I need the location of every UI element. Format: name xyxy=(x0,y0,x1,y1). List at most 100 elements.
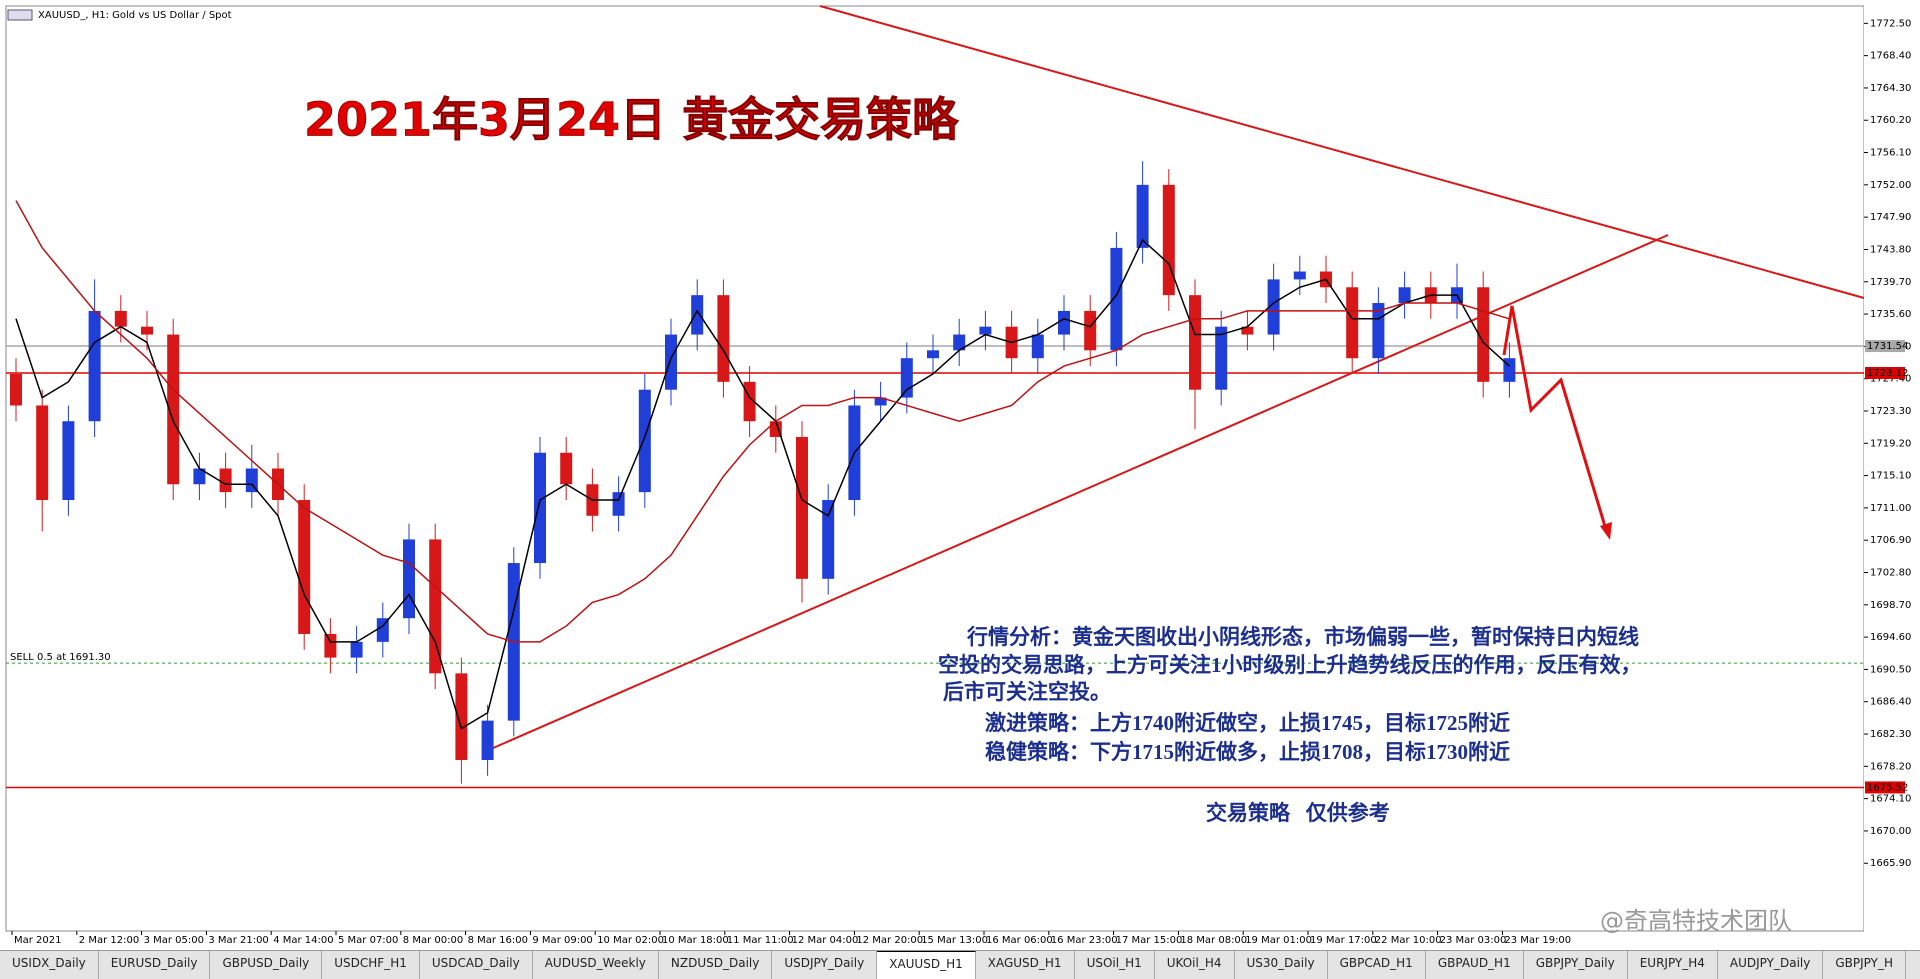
candle-body xyxy=(874,397,887,406)
candle-body xyxy=(141,326,153,335)
x-tick-label: 17 Mar 15:00 xyxy=(1116,935,1183,946)
candle-body xyxy=(1215,326,1228,390)
y-tick-label: 1747.90 xyxy=(1870,212,1911,223)
annotation: 行情分析：黄金天图收出小阴线形态，市场偏弱一些，暂时保持日内短线 xyxy=(966,625,1639,649)
y-tick-label: 1772.50 xyxy=(1870,18,1911,29)
chart-icon xyxy=(7,9,33,21)
x-tick-label: Mar 2021 xyxy=(14,935,62,946)
price-box-label: 1728.12 xyxy=(1867,368,1908,379)
candle-body xyxy=(1293,271,1306,280)
price-box-label: 1731.54 xyxy=(1867,341,1908,352)
candle-body xyxy=(403,539,415,619)
plot-frame xyxy=(5,5,1865,932)
chart-tab[interactable]: USOil_H1 xyxy=(1075,951,1155,979)
y-tick-label: 1760.20 xyxy=(1870,115,1911,126)
candle-body xyxy=(350,641,363,658)
y-tick-label: 1690.50 xyxy=(1870,664,1911,675)
candle-body xyxy=(88,310,101,422)
moving-average xyxy=(15,238,1510,730)
candle-body xyxy=(10,373,22,406)
chart-tab[interactable]: AUDUSD_Weekly xyxy=(533,951,659,979)
x-tick-label: 18 Mar 08:00 xyxy=(1180,935,1247,946)
chart-tab[interactable]: GBPUSD_Daily xyxy=(210,951,323,979)
price-box xyxy=(1865,367,1905,380)
y-tick-label: 1678.20 xyxy=(1870,761,1911,772)
candle-body xyxy=(1058,310,1070,335)
chart-tab[interactable]: GBPJPY_Daily xyxy=(1524,951,1628,979)
chart-tab[interactable]: GBPAUD_H1 xyxy=(1426,951,1524,979)
annotation: 交易策略 仅供参考 xyxy=(1206,801,1390,825)
candle-body xyxy=(298,500,311,634)
candle-body xyxy=(691,295,704,335)
candle-body xyxy=(953,334,966,351)
chart-tab[interactable]: UKOil_H4 xyxy=(1155,951,1235,979)
chart-tab[interactable]: AUDJPY_Daily xyxy=(1718,951,1824,979)
chart-tab[interactable]: USIDX_Daily xyxy=(0,951,99,979)
price-box-label: 1675.52 xyxy=(1867,782,1908,793)
chart-tab[interactable]: USDJPY_Daily xyxy=(772,951,878,979)
chart-tab[interactable]: GBPJPY_H xyxy=(1823,951,1906,979)
x-tick-label: 19 Mar 01:00 xyxy=(1245,935,1312,946)
y-tick-label: 1764.30 xyxy=(1870,83,1911,94)
candle-body xyxy=(638,389,651,493)
candle-body xyxy=(193,468,206,485)
arrow-head xyxy=(1600,522,1612,540)
x-tick-label: 11 Mar 11:00 xyxy=(727,935,794,946)
candle-body xyxy=(1031,334,1044,359)
chart-tab[interactable]: USDCHF_H1 xyxy=(322,951,420,979)
y-tick-label: 1719.20 xyxy=(1870,438,1911,449)
forecast-arrow xyxy=(1502,305,1609,534)
annotation: 空投的交易思路，上方可关注1小时级别上升趋势线反压的作用，反压有效， xyxy=(938,653,1642,677)
candle-body xyxy=(796,436,808,579)
x-tick-label: 4 Mar 14:00 xyxy=(273,935,333,946)
candle-body xyxy=(769,421,782,437)
y-tick-label: 1682.30 xyxy=(1870,729,1911,740)
moving-average xyxy=(15,200,1510,643)
chart: SELL 0.5 at 1691.30 XAUUSD_, H1: Gold vs… xyxy=(5,5,1912,946)
chart-tab[interactable]: XAGUSD_H1 xyxy=(976,951,1075,979)
chart-tab[interactable]: EURUSD_Daily xyxy=(99,951,211,979)
y-tick-label: 1670.00 xyxy=(1870,826,1911,837)
y-tick-label: 1706.90 xyxy=(1870,535,1911,546)
candle-body xyxy=(822,500,835,579)
x-tick-label: 16 Mar 06:00 xyxy=(986,935,1053,946)
x-tick-label: 2 Mar 12:00 xyxy=(79,935,139,946)
y-tick-label: 1698.70 xyxy=(1870,600,1911,611)
tab-bar: USIDX_Daily EURUSD_Daily GBPUSD_Daily USDCH… xyxy=(0,950,1920,979)
chart-title: 2021年3月24日 黄金交易策略 xyxy=(304,93,959,147)
chart-tab[interactable]: EURJPY_H4 xyxy=(1628,951,1718,979)
x-tick-label: 12 Mar 20:00 xyxy=(856,935,923,946)
y-tick-label: 1715.10 xyxy=(1870,471,1911,482)
x-tick-label: 8 Mar 00:00 xyxy=(403,935,463,946)
y-tick-label: 1694.60 xyxy=(1870,632,1911,643)
chart-tab[interactable]: US30_Daily xyxy=(1235,951,1328,979)
candle-body xyxy=(481,720,494,761)
trend-line xyxy=(819,5,1865,299)
candle-body xyxy=(900,358,913,398)
watermark: @奇高特技术团队 xyxy=(1600,907,1792,935)
candle-body xyxy=(429,539,442,674)
y-tick-label: 1665.90 xyxy=(1870,858,1911,869)
chart-tab[interactable]: GBPCAD_H1 xyxy=(1328,951,1426,979)
candle-body xyxy=(1136,184,1149,248)
annotation: 稳健策略：下方1715附近做多，止损1708，目标1730附近 xyxy=(985,740,1510,764)
candle-body xyxy=(665,334,677,390)
x-tick-label: 12 Mar 04:00 xyxy=(792,935,859,946)
y-tick-label: 1674.10 xyxy=(1870,794,1911,805)
x-tick-label: 22 Mar 10:00 xyxy=(1375,935,1442,946)
candle-body xyxy=(324,633,337,658)
x-tick-label: 5 Mar 07:00 xyxy=(338,935,398,946)
y-tick-label: 1711.00 xyxy=(1870,503,1911,514)
price-box xyxy=(1865,340,1905,353)
annotation: 激进策略：上方1740附近做空，止损1745，目标1725附近 xyxy=(985,711,1510,735)
candle-body xyxy=(167,334,180,485)
chart-tab[interactable]: USDCAD_Daily xyxy=(420,951,533,979)
annotation: 后市可关注空投。 xyxy=(943,680,1111,704)
x-tick-label: 16 Mar 23:00 xyxy=(1051,935,1118,946)
candle-body xyxy=(1398,287,1411,304)
y-tick-label: 1702.80 xyxy=(1870,568,1911,579)
chart-tab[interactable]: NZDUSD_Daily xyxy=(659,951,773,979)
chart-tab[interactable]: XAUUSD_H1 xyxy=(877,951,976,979)
y-tick-label: 1752.00 xyxy=(1870,180,1911,191)
x-tick-label: 15 Mar 13:00 xyxy=(921,935,988,946)
